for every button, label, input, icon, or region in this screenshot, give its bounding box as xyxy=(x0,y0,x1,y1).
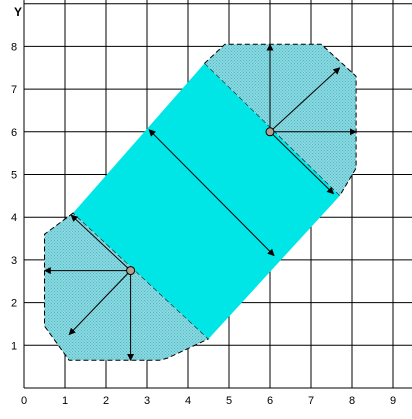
x-tick-label-6: 6 xyxy=(267,395,273,407)
x-tick-label-0: 0 xyxy=(21,395,27,407)
x-tick-label-4: 4 xyxy=(185,395,191,407)
y-tick-label-3: 3 xyxy=(11,255,17,267)
x-tick-label-8: 8 xyxy=(349,395,355,407)
band-width-arrow xyxy=(148,129,275,257)
x-tick-label-9: 9 xyxy=(390,395,396,407)
y-tick-label-1: 1 xyxy=(11,340,17,352)
lower-center-point xyxy=(126,266,136,276)
x-tick-label-3: 3 xyxy=(144,395,150,407)
x-tick-label-1: 1 xyxy=(62,395,68,407)
dotted-region-lower-left xyxy=(44,212,210,361)
arrows xyxy=(43,43,357,361)
y-axis-label: Y xyxy=(14,5,22,19)
x-tick-label-7: 7 xyxy=(308,395,314,407)
y-tick-label-8: 8 xyxy=(11,41,17,53)
x-tick-label-2: 2 xyxy=(103,395,109,407)
upper-arrow-upright xyxy=(269,67,341,133)
y-tick-label-6: 6 xyxy=(11,127,17,139)
upper-center-point xyxy=(265,127,275,137)
lower-arrow-downleft xyxy=(68,270,131,336)
axis-labels: Y 0 1 2 3 4 5 6 7 8 9 1 2 3 4 5 6 7 8 xyxy=(11,5,396,407)
y-tick-label-7: 7 xyxy=(11,84,17,96)
y-tick-label-2: 2 xyxy=(11,298,17,310)
lower-arrow-upleft xyxy=(70,214,131,271)
y-tick-label-4: 4 xyxy=(11,212,17,224)
y-tick-label-5: 5 xyxy=(11,170,17,182)
dotted-region-upper-right xyxy=(203,43,357,197)
upper-arrow-downright xyxy=(269,131,335,195)
shaded-regions xyxy=(44,43,357,361)
center-points xyxy=(126,127,275,276)
x-tick-label-5: 5 xyxy=(226,395,232,407)
